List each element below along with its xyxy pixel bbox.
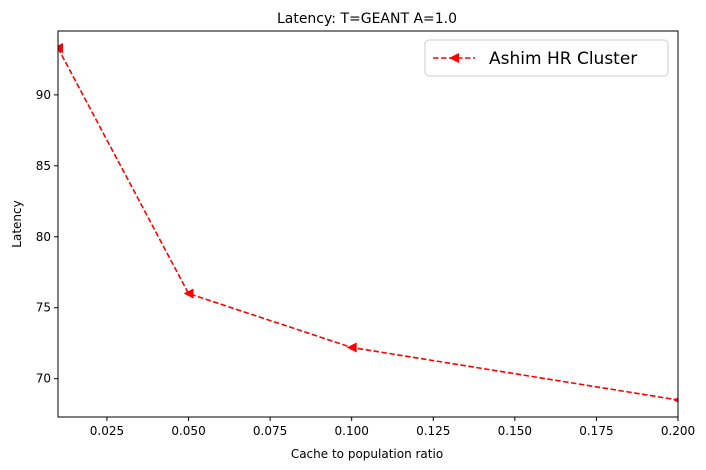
axes-frame <box>57 30 679 418</box>
x-axis-label: Cache to population ratio <box>291 447 443 461</box>
plot-area <box>58 43 678 403</box>
y-tick-label: 85 <box>36 159 51 173</box>
x-tick-label: 0.050 <box>171 424 205 438</box>
x-tick-label: 0.025 <box>90 424 124 438</box>
x-axis-ticks: 0.025 0.050 0.075 0.100 0.125 0.150 0.175 0.200 <box>90 417 695 438</box>
x-tick-label: 0.075 <box>253 424 287 438</box>
legend: Ashim HR Cluster <box>424 39 669 77</box>
x-tick-label: 0.125 <box>416 424 450 438</box>
data-point-marker <box>346 342 357 353</box>
y-tick-label: 70 <box>36 372 51 386</box>
legend-triangle-left-marker <box>449 53 459 63</box>
legend-box <box>424 39 669 77</box>
x-tick-label: 0.100 <box>335 424 369 438</box>
x-tick-label: 0.200 <box>661 424 695 438</box>
series-line <box>58 47 678 401</box>
data-point-marker <box>673 397 678 403</box>
y-tick-label: 75 <box>36 301 51 315</box>
legend-entry-label: Ashim HR Cluster <box>489 49 637 69</box>
y-tick-label: 80 <box>36 230 51 244</box>
x-tick-label: 0.175 <box>579 424 613 438</box>
y-axis-ticks: 70 75 80 85 90 <box>36 88 58 386</box>
data-point-marker <box>183 288 194 299</box>
y-tick-label: 90 <box>36 88 51 102</box>
y-axis-label: Latency <box>10 200 24 247</box>
chart-title: Latency: T=GEANT A=1.0 <box>277 11 457 27</box>
x-tick-label: 0.150 <box>498 424 532 438</box>
data-point-marker <box>58 43 63 54</box>
